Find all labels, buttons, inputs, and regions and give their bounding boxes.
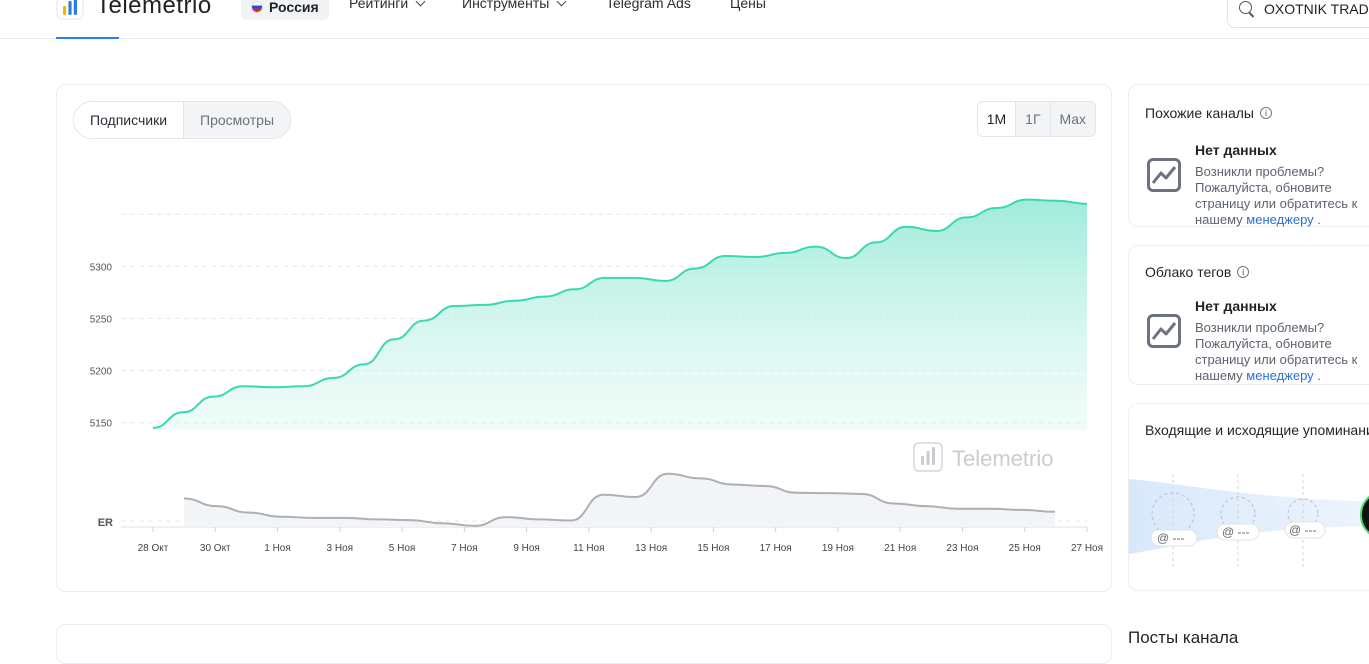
channel-avatar[interactable]: [1360, 491, 1369, 539]
no-data-dot: .: [1317, 212, 1321, 227]
search-value: OXOTNIK TRAD: [1264, 1, 1369, 17]
logo-text: Telemetrio: [96, 0, 212, 19]
nav-tools[interactable]: Инструменты: [462, 0, 567, 11]
no-data-dot: .: [1317, 368, 1321, 383]
country-label: Россия: [269, 0, 319, 15]
x-tick-label: 11 Ноя: [573, 543, 604, 554]
subscribers-chart: 5150 5200 5250 5300 ER 28 Окт 30 Окт 1 Ноя 3 Но…: [90, 198, 1103, 554]
x-tick-label: 9 Ноя: [513, 543, 540, 554]
tag-cloud-title-text: Облако тегов: [1145, 264, 1232, 280]
chart-placeholder-icon: [1147, 314, 1181, 348]
growth-chart-card: Подписчики Просмотры 1М 1Г Max 5150 5200 5…: [56, 84, 1112, 592]
x-tick-label: 30 Окт: [200, 543, 231, 554]
y-tick-label: 5200: [90, 367, 113, 378]
no-data-message: Возникли проблемы? Пожалуйста, обновите …: [1195, 320, 1358, 383]
nav-ratings[interactable]: Рейтинги: [349, 0, 426, 11]
no-data-heading: Нет данных: [1195, 142, 1277, 158]
active-tab-indicator: [56, 37, 119, 39]
similar-channels-title: Похожие каналы i: [1145, 105, 1272, 121]
x-tick-label: 27 Ноя: [1071, 543, 1103, 554]
tag-cloud-title: Облако тегов i: [1145, 264, 1250, 280]
er-axis-label: ER: [98, 517, 113, 529]
range-1y-button[interactable]: 1Г: [1015, 102, 1050, 136]
chevron-down-icon: [556, 0, 567, 6]
metric-tabs: Подписчики Просмотры: [73, 101, 292, 139]
nav-telegram-ads-label: Telegram Ads: [606, 0, 691, 11]
x-tick-label: 23 Ноя: [946, 543, 978, 554]
tab-views[interactable]: Просмотры: [183, 102, 291, 138]
x-tick-label: 28 Окт: [138, 543, 169, 554]
chevron-down-icon: [415, 0, 426, 6]
logo[interactable]: Telemetrio: [56, 0, 212, 20]
y-tick-label: 5150: [90, 419, 113, 430]
watermark-text: Telemetrio: [952, 446, 1053, 471]
x-tick-label: 19 Ноя: [822, 543, 854, 554]
x-tick-label: 1 Ноя: [264, 543, 291, 554]
similar-channels-title-text: Похожие каналы: [1145, 105, 1254, 121]
mentions-title: Входящие и исходящие упоминания: [1145, 422, 1369, 438]
nav-prices-label: Цены: [730, 0, 766, 11]
x-tick-label: 5 Ноя: [389, 543, 416, 554]
mentions-card: Входящие и исходящие упоминания @ --- @ …: [1128, 403, 1369, 591]
logo-chart-icon: [56, 0, 84, 20]
russia-flag-icon: [251, 1, 263, 13]
tag-cloud-card: Облако тегов i Нет данных Возникли пробл…: [1128, 245, 1369, 385]
subscribers-area: [153, 199, 1087, 430]
info-icon[interactable]: i: [1237, 266, 1250, 278]
tab-subscribers[interactable]: Подписчики: [74, 102, 184, 138]
nav-tools-label: Инструменты: [462, 0, 550, 11]
similar-channels-card: Похожие каналы i Нет данных Возникли про…: [1128, 84, 1369, 227]
top-navigation-bar: Telemetrio Россия Рейтинги Инструменты T…: [0, 0, 1369, 39]
er-line: [183, 472, 1056, 527]
y-tick-label: 5250: [90, 314, 113, 325]
info-icon[interactable]: i: [1260, 107, 1272, 119]
nav-telegram-ads[interactable]: Telegram Ads: [606, 0, 691, 11]
x-tick-label: 17 Ноя: [760, 543, 792, 554]
mention-placeholder: @ ---: [1289, 523, 1317, 537]
watermark: Telemetrio: [913, 442, 1053, 472]
no-data-text: Возникли проблемы? Пожалуйста, обновите …: [1195, 164, 1369, 228]
range-max-button[interactable]: Max: [1049, 102, 1095, 136]
x-tick-label: 13 Ноя: [635, 543, 667, 554]
mentions-graph: @ --- @ --- @ ---: [1129, 474, 1369, 569]
posts-title-text: Посты канала: [1128, 628, 1239, 647]
manager-link[interactable]: менеджеру: [1246, 368, 1314, 383]
nav-prices[interactable]: Цены: [730, 0, 766, 11]
mention-placeholder: @ ---: [1222, 525, 1250, 539]
nav-ratings-label: Рейтинги: [349, 0, 409, 11]
chart-placeholder-icon: [1147, 158, 1181, 192]
posts-title: Посты канала: [1128, 628, 1238, 648]
er-area: [184, 473, 1055, 527]
search-icon: [1238, 0, 1256, 18]
bottom-card: [56, 624, 1112, 664]
range-selector: 1М 1Г Max: [976, 101, 1096, 137]
manager-link[interactable]: менеджеру: [1246, 212, 1314, 227]
x-tick-label: 15 Ноя: [697, 543, 729, 554]
mention-placeholder: @ ---: [1157, 531, 1185, 545]
y-tick-label: 5300: [90, 262, 113, 273]
no-data-message: Возникли проблемы? Пожалуйста, обновите …: [1195, 164, 1358, 227]
country-selector[interactable]: Россия: [241, 0, 329, 20]
x-tick-label: 7 Ноя: [451, 543, 478, 554]
x-tick-label: 21 Ноя: [884, 543, 916, 554]
no-data-heading: Нет данных: [1195, 298, 1277, 314]
subscribers-line: [152, 198, 1088, 429]
no-data-text: Возникли проблемы? Пожалуйста, обновите …: [1195, 320, 1369, 384]
x-tick-label: 25 Ноя: [1009, 543, 1041, 554]
range-1m-button[interactable]: 1М: [977, 102, 1016, 136]
x-tick-label: 3 Ноя: [327, 543, 354, 554]
search-input[interactable]: OXOTNIK TRAD: [1227, 0, 1369, 28]
